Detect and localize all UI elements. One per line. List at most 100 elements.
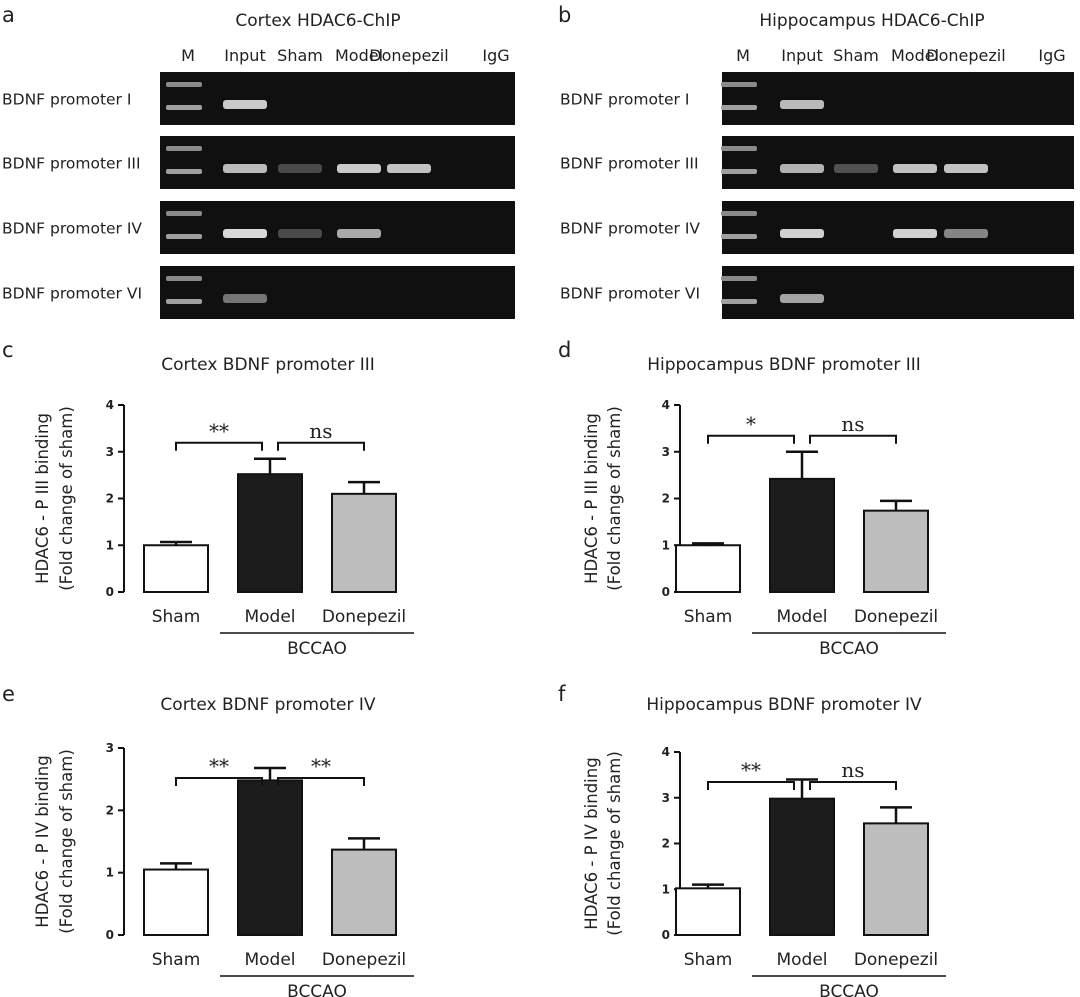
- row-label: BDNF promoter III: [560, 155, 699, 173]
- y-tick-label: 3: [106, 445, 114, 459]
- bar-sham: [143, 544, 209, 593]
- sample-band: [893, 164, 937, 173]
- marker-band: [721, 105, 757, 110]
- x-category-label: Donepezil: [322, 950, 406, 970]
- group-label: BCCAO: [287, 982, 347, 997]
- y-tick-label: 1: [662, 882, 670, 896]
- sample-band: [223, 294, 267, 303]
- sample-band: [780, 100, 824, 109]
- marker-band: [721, 299, 757, 304]
- gel-strip: [160, 266, 515, 319]
- marker-band: [166, 211, 202, 216]
- significance-bracket: [707, 781, 795, 790]
- y-axis-label: (Fold change of sham): [57, 406, 76, 591]
- significance-label: ns: [841, 758, 864, 782]
- bar-donepezil: [331, 492, 397, 594]
- bar-sham: [675, 887, 741, 937]
- sample-band: [278, 229, 322, 238]
- bar-model: [237, 473, 303, 593]
- x-category-label: Donepezil: [854, 607, 938, 627]
- y-axis-label: HDAC6 - P IV binding: [33, 755, 52, 927]
- gel-strip: [722, 136, 1074, 189]
- marker-band: [166, 146, 202, 151]
- sample-band: [893, 229, 937, 238]
- group-label: BCCAO: [819, 639, 879, 659]
- chart-panel-e: e Cortex BDNF promoter IV HDAC6 - P IV bin…: [2, 682, 414, 997]
- marker-band: [721, 169, 757, 174]
- y-tick-label: 2: [106, 492, 114, 506]
- lane-label: Input: [224, 46, 265, 65]
- gel-strip: [722, 201, 1074, 254]
- bar-model: [237, 779, 303, 936]
- y-axis-label: HDAC6 - P III binding: [582, 413, 601, 584]
- gel-panel-a: a Cortex HDAC6-ChIP M Input Sham ModelDonepez…: [2, 3, 515, 319]
- significance-label: **: [311, 754, 331, 778]
- bar-donepezil: [863, 509, 929, 593]
- bar-donepezil: [863, 822, 929, 936]
- lane-label: Sham: [277, 46, 323, 65]
- sample-band: [780, 164, 824, 173]
- y-tick-label: 4: [106, 398, 114, 412]
- y-tick-label: 2: [106, 803, 114, 817]
- significance-bracket: [809, 781, 897, 790]
- chart-title: Cortex BDNF promoter IV: [160, 695, 376, 715]
- chart-panel-d: d Hippocampus BDNF promoter III HDAC6 - P …: [558, 338, 946, 659]
- significance-label: **: [209, 419, 229, 443]
- bar-sham: [675, 544, 741, 593]
- chart-title: Hippocampus BDNF promoter III: [647, 355, 921, 375]
- y-axis-label: HDAC6 - P IV binding: [582, 757, 601, 929]
- gel-title: Hippocampus HDAC6-ChIP: [759, 11, 984, 31]
- sample-band: [780, 294, 824, 303]
- significance-bracket: [175, 441, 263, 451]
- significance-label: **: [741, 758, 761, 782]
- significance-bracket: [277, 777, 365, 786]
- marker-band: [721, 146, 757, 151]
- y-tick-label: 1: [106, 866, 114, 880]
- significance-bracket: [175, 777, 263, 786]
- sample-band: [387, 164, 431, 173]
- marker-band: [166, 234, 202, 239]
- y-axis-label: (Fold change of sham): [605, 751, 624, 936]
- marker-band: [166, 299, 202, 304]
- x-category-label: Donepezil: [322, 607, 406, 627]
- lane-label: M: [736, 46, 750, 65]
- x-category-label: Sham: [152, 950, 201, 970]
- gel-strip: [160, 136, 515, 189]
- sample-band: [834, 164, 878, 173]
- chart-title: Cortex BDNF promoter III: [161, 355, 375, 375]
- chart-panel-c: c Cortex BDNF promoter III HDAC6 - P III b…: [2, 338, 414, 659]
- x-category-label: Sham: [684, 950, 733, 970]
- y-tick-label: 2: [662, 837, 670, 851]
- marker-band: [721, 211, 757, 216]
- chart-panel-f: f Hippocampus BDNF promoter IV HDAC6 - P I…: [558, 682, 946, 997]
- gel-strip: [160, 201, 515, 254]
- y-tick-label: 2: [662, 492, 670, 506]
- marker-band: [721, 276, 757, 281]
- significance-label: ns: [309, 419, 332, 443]
- x-category-label: Model: [244, 950, 295, 970]
- lane-label: Sham: [833, 46, 879, 65]
- group-label: BCCAO: [287, 639, 347, 659]
- significance-label: *: [746, 412, 756, 436]
- row-label: BDNF promoter VI: [2, 285, 142, 303]
- gel-panel-b: b Hippocampus HDAC6-ChIP M Input Sham ModelDo…: [558, 3, 1074, 319]
- bar-sham: [143, 868, 209, 936]
- row-label: BDNF promoter III: [2, 155, 141, 173]
- sample-band: [944, 229, 988, 238]
- gel-strip: [722, 266, 1074, 319]
- y-tick-label: 0: [106, 928, 114, 942]
- panel-label-c: c: [2, 338, 14, 362]
- y-tick-label: 1: [662, 538, 670, 552]
- x-category-label: Model: [776, 950, 827, 970]
- significance-bracket: [809, 434, 897, 444]
- significance-bracket: [707, 434, 795, 444]
- significance-bracket: [277, 441, 365, 451]
- marker-band: [166, 82, 202, 87]
- gel-strip: [160, 72, 515, 125]
- sample-band: [780, 229, 824, 238]
- x-category-label: Donepezil: [854, 950, 938, 970]
- row-label: BDNF promoter I: [560, 91, 689, 109]
- y-tick-label: 0: [662, 585, 670, 599]
- lane-label: Input: [781, 46, 822, 65]
